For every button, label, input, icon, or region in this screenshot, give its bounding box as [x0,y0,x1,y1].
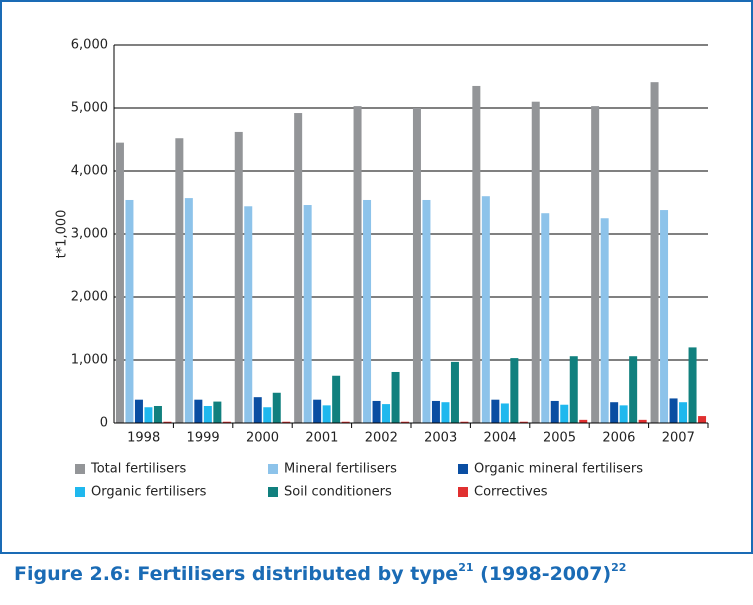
y-axis-label: t*1,000 [55,210,70,259]
x-tick-label: 2001 [305,431,338,446]
bar [600,218,609,423]
bar [619,405,628,423]
legend-swatch [75,487,85,497]
caption-text: (1998-2007) [474,563,612,585]
bar [244,206,253,423]
y-tick-label: 3,000 [71,227,108,242]
bar [510,358,519,423]
bar [422,199,431,423]
bar [253,397,262,423]
x-tick-label: 2000 [246,431,279,446]
bar [629,356,638,423]
bar [591,106,600,424]
bar [115,142,124,423]
bar [222,421,231,423]
legend-label: Soil conditioners [284,485,392,500]
bar [363,199,372,423]
bar [184,198,193,423]
legend-label: Mineral fertilisers [284,462,397,477]
legend-swatch [268,464,278,474]
bar [332,375,341,423]
caption-sup: 21 [458,561,473,574]
x-tick-label: 1998 [127,431,160,446]
bar [294,113,303,423]
bar [481,196,490,423]
bar [382,404,391,423]
bar [491,399,500,423]
bar [531,101,540,423]
bar [688,347,697,423]
bar [282,421,291,423]
bar [550,400,559,423]
y-tick-label: 2,000 [71,290,108,305]
bar [194,399,203,423]
bar [519,421,528,423]
x-tick-label: 2005 [543,431,576,446]
legend-swatch [458,487,468,497]
bar [203,405,212,423]
bar [650,82,659,424]
bar [313,399,322,423]
bar [234,131,243,423]
bar [153,405,162,423]
y-tick-label: 0 [100,416,108,431]
bar [638,419,647,423]
bar [460,421,469,423]
bar [698,416,707,423]
bar [431,400,440,423]
bar [353,106,362,424]
bar [263,407,272,423]
y-tick-label: 1,000 [71,353,108,368]
bar [303,205,312,423]
legend-label: Organic fertilisers [91,485,207,500]
bar [134,399,143,423]
bar [579,419,588,423]
legend-label: Correctives [474,485,548,500]
legend-label: Total fertilisers [90,462,186,477]
bar [679,402,688,423]
bar [569,356,578,423]
frame [0,0,753,554]
bar [144,407,153,423]
legend-label: Organic mineral fertilisers [474,462,643,477]
bar [372,400,381,423]
caption: Figure 2.6: Fertilisers distributed by t… [14,561,626,585]
bar [541,213,550,423]
x-tick-label: 1999 [187,431,220,446]
legend-swatch [268,487,278,497]
bar [560,404,569,423]
caption-sup: 22 [611,561,626,574]
bar [322,405,331,423]
bar [125,199,134,423]
bar [163,421,172,423]
bar [660,210,669,423]
bar [391,371,400,423]
bar [610,402,619,423]
y-tick-label: 5,000 [71,101,108,116]
caption-text: Figure 2.6: Fertilisers distributed by t… [14,563,458,585]
bar [669,398,678,423]
y-tick-label: 6,000 [71,38,108,53]
x-tick-label: 2002 [365,431,398,446]
bar [341,421,350,423]
legend-swatch [75,464,85,474]
bar [472,85,481,423]
legend-swatch [458,464,468,474]
bar [272,392,281,423]
bar [450,361,459,423]
bar [412,108,421,423]
bar [441,402,450,423]
x-tick-label: 2004 [484,431,517,446]
bar [401,421,410,423]
x-tick-label: 2007 [662,431,695,446]
bar [500,403,509,423]
y-tick-label: 4,000 [71,164,108,179]
x-tick-label: 2003 [424,431,457,446]
x-tick-label: 2006 [602,431,635,446]
bar [175,138,184,424]
bar [213,401,222,423]
